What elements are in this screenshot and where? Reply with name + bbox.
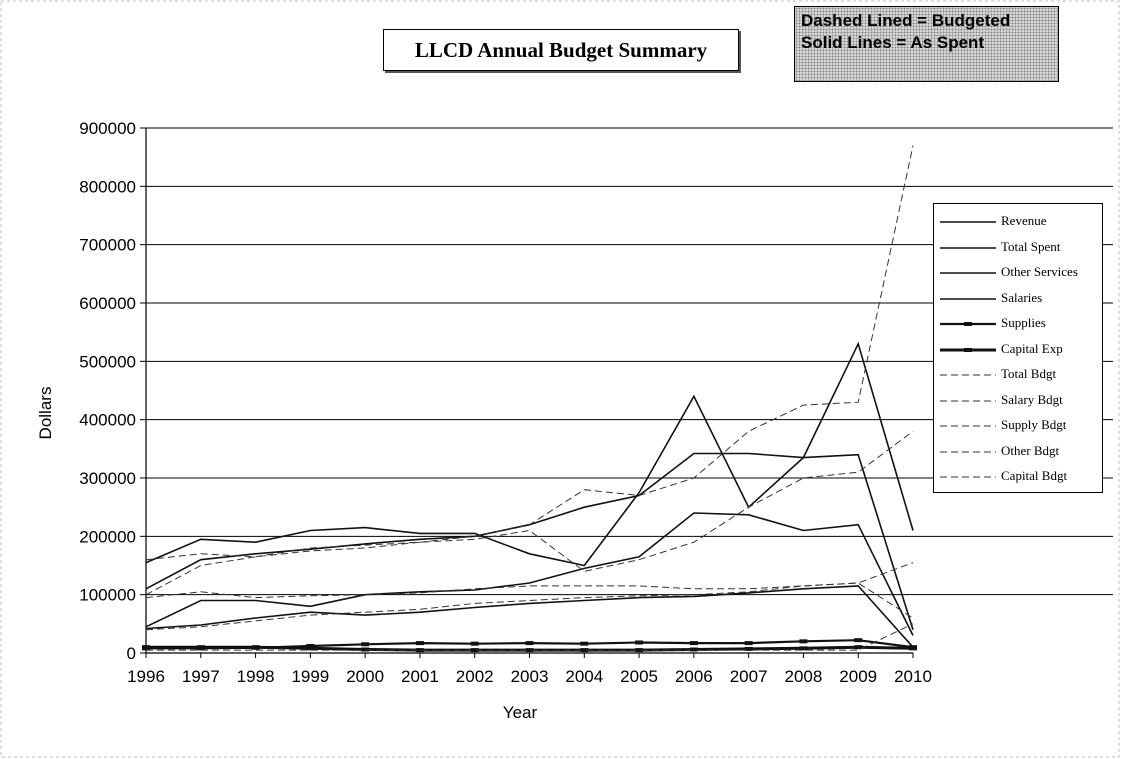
legend-item-revenue: Revenue — [934, 212, 1104, 232]
chart-title: LLCD Annual Budget Summary — [383, 29, 739, 71]
y-tick-labels: 0 100000 200000 300000 400000 500000 600000 700… — [79, 119, 136, 663]
series-line-revenue — [146, 344, 913, 566]
legend-swatch — [938, 265, 998, 281]
x-tick-label: 2009 — [839, 667, 877, 686]
legend-label: Capital Exp — [1001, 341, 1063, 357]
legend-label: Other Services — [1001, 264, 1078, 280]
legend-item-total-bdgt: Total Bdgt — [934, 365, 1104, 385]
y-tick-label: 600000 — [79, 294, 136, 313]
legend-swatch — [938, 214, 998, 230]
x-tick-label: 1997 — [182, 667, 220, 686]
legend-swatch — [938, 444, 998, 460]
legend-label: Supplies — [1001, 315, 1046, 331]
x-tick-label: 2003 — [511, 667, 549, 686]
legend-item-salary-bdgt: Salary Bdgt — [934, 391, 1104, 411]
x-axis-title: Year — [480, 703, 560, 723]
x-tick-label: 1998 — [237, 667, 275, 686]
axes — [140, 128, 913, 658]
data-point-capital-exp — [909, 646, 917, 650]
legend-label: Total Spent — [1001, 239, 1060, 255]
data-point-capital-exp — [361, 648, 369, 652]
x-tick-label: 2008 — [785, 667, 823, 686]
series-lines — [142, 146, 917, 653]
legend-swatch — [938, 291, 998, 307]
legend-item-capital-exp: Capital Exp — [934, 340, 1104, 360]
x-tick-label: 2001 — [401, 667, 439, 686]
legend-item-supplies: Supplies — [934, 314, 1104, 334]
legend-swatch — [938, 393, 998, 409]
x-tick-label: 1996 — [127, 667, 165, 686]
data-point-capital-exp — [252, 645, 260, 649]
x-tick-label: 2010 — [894, 667, 932, 686]
legend-item-total-spent: Total Spent — [934, 238, 1104, 258]
data-point-supplies — [361, 642, 369, 646]
y-tick-label: 700000 — [79, 236, 136, 255]
data-point-supplies — [416, 641, 424, 645]
legend-label: Total Bdgt — [1001, 366, 1056, 382]
note-dashed-line: Dashed Lined = Budgeted — [801, 10, 1052, 32]
y-tick-label: 200000 — [79, 527, 136, 546]
y-tick-label: 0 — [127, 644, 136, 663]
legend: Revenue Total Spent Other Services Salaries… — [933, 203, 1103, 493]
legend-swatch — [938, 342, 998, 358]
data-point-capital-exp — [197, 645, 205, 649]
data-point-supplies — [854, 638, 862, 642]
legend-item-supply-bdgt: Supply Bdgt — [934, 416, 1104, 436]
legend-item-other-bdgt: Other Bdgt — [934, 442, 1104, 462]
x-tick-labels: 1996 1997 1998 1999 2000 2001 2002 2003 2004 2005… — [127, 667, 932, 686]
style-note: Dashed Lined = Budgeted Solid Lines = As… — [794, 6, 1059, 82]
legend-label: Supply Bdgt — [1001, 417, 1066, 433]
data-point-capital-exp — [142, 645, 150, 649]
y-tick-label: 100000 — [79, 586, 136, 605]
legend-label: Capital Bdgt — [1001, 468, 1067, 484]
data-point-supplies — [471, 642, 479, 646]
x-tick-label: 2006 — [675, 667, 713, 686]
y-tick-label: 800000 — [79, 177, 136, 196]
x-tick-label: 2004 — [565, 667, 603, 686]
legend-label: Revenue — [1001, 213, 1046, 229]
data-point-capital-exp — [690, 648, 698, 652]
legend-item-capital-bdgt: Capital Bdgt — [934, 467, 1104, 487]
data-point-supplies — [690, 641, 698, 645]
data-point-supplies — [580, 642, 588, 646]
series-line-other-bdgt — [146, 431, 913, 594]
legend-swatch — [938, 316, 998, 332]
legend-item-other-services: Other Services — [934, 263, 1104, 283]
y-axis-title: Dollars — [36, 373, 56, 453]
x-tick-label: 1999 — [291, 667, 329, 686]
legend-label: Other Bdgt — [1001, 443, 1059, 459]
y-tick-label: 400000 — [79, 411, 136, 430]
x-tick-label: 2000 — [346, 667, 384, 686]
data-point-supplies — [799, 639, 807, 643]
data-point-supplies — [526, 641, 534, 645]
y-tick-label: 300000 — [79, 469, 136, 488]
note-solid-line: Solid Lines = As Spent — [801, 32, 1052, 54]
x-tick-label: 2005 — [620, 667, 658, 686]
y-tick-label: 500000 — [79, 352, 136, 371]
data-point-supplies — [745, 641, 753, 645]
legend-label: Salaries — [1001, 290, 1042, 306]
series-line-total-bdgt — [146, 146, 913, 560]
y-tick-label: 900000 — [79, 119, 136, 138]
x-tick-label: 2007 — [730, 667, 768, 686]
legend-swatch — [938, 367, 998, 383]
legend-swatch — [938, 240, 998, 256]
data-point-supplies — [635, 641, 643, 645]
legend-swatch — [938, 469, 998, 485]
series-line-salary-bdgt — [146, 563, 913, 598]
legend-item-salaries: Salaries — [934, 289, 1104, 309]
legend-label: Salary Bdgt — [1001, 392, 1063, 408]
x-tick-label: 2002 — [456, 667, 494, 686]
legend-swatch — [938, 418, 998, 434]
